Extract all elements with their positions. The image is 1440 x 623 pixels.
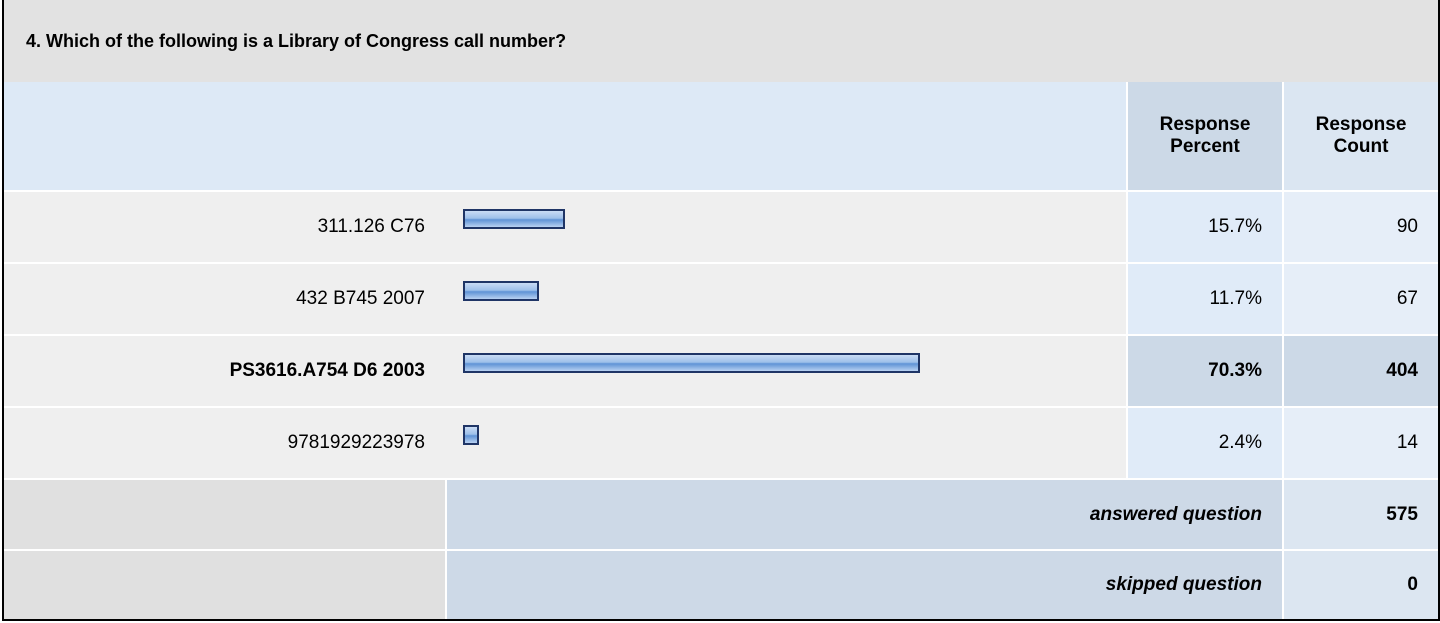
summary-blank	[4, 549, 445, 619]
answer-label: PS3616.A754 D6 2003	[4, 334, 445, 406]
answer-label: 311.126 C76	[4, 190, 445, 262]
header-count: Response Count	[1282, 82, 1438, 190]
bar	[463, 353, 920, 373]
response-count: 14	[1282, 406, 1438, 478]
bar-cell	[445, 406, 1126, 478]
summary-count: 575	[1282, 478, 1438, 549]
response-percent: 15.7%	[1126, 190, 1282, 262]
header-percent-text: Response Percent	[1159, 114, 1251, 157]
summary-blank	[4, 478, 445, 549]
header-percent: Response Percent	[1126, 82, 1282, 190]
response-count: 404	[1282, 334, 1438, 406]
response-count: 90	[1282, 190, 1438, 262]
answer-label: 9781929223978	[4, 406, 445, 478]
header-blank	[4, 82, 1126, 190]
answer-label: 432 B745 2007	[4, 262, 445, 334]
response-count: 67	[1282, 262, 1438, 334]
response-percent: 2.4%	[1126, 406, 1282, 478]
bar	[463, 425, 479, 445]
summary-label: skipped question	[445, 549, 1282, 619]
summary-label: answered question	[445, 478, 1282, 549]
bar	[463, 281, 540, 301]
response-percent: 11.7%	[1126, 262, 1282, 334]
bar	[463, 209, 566, 229]
question-title: 4. Which of the following is a Library o…	[4, 0, 1438, 82]
header-count-text: Response Count	[1315, 114, 1407, 157]
summary-count: 0	[1282, 549, 1438, 619]
bar-cell	[445, 262, 1126, 334]
response-percent: 70.3%	[1126, 334, 1282, 406]
